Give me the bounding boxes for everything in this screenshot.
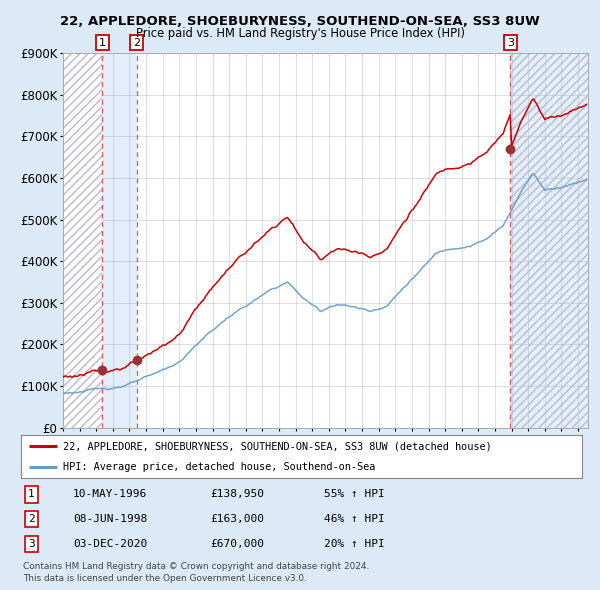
Text: This data is licensed under the Open Government Licence v3.0.: This data is licensed under the Open Gov… xyxy=(23,574,307,583)
Text: 55% ↑ HPI: 55% ↑ HPI xyxy=(324,490,385,499)
Bar xyxy=(510,53,588,428)
Text: 20% ↑ HPI: 20% ↑ HPI xyxy=(324,539,385,549)
Text: Price paid vs. HM Land Registry's House Price Index (HPI): Price paid vs. HM Land Registry's House … xyxy=(136,27,464,40)
Text: 03-DEC-2020: 03-DEC-2020 xyxy=(73,539,148,549)
Text: 3: 3 xyxy=(28,539,35,549)
Text: 2: 2 xyxy=(28,514,35,524)
Text: 1: 1 xyxy=(28,490,35,499)
Bar xyxy=(103,53,137,428)
Text: £138,950: £138,950 xyxy=(210,490,264,499)
Bar xyxy=(137,53,510,428)
Text: 08-JUN-1998: 08-JUN-1998 xyxy=(73,514,148,524)
Text: HPI: Average price, detached house, Southend-on-Sea: HPI: Average price, detached house, Sout… xyxy=(63,462,376,472)
Text: 1: 1 xyxy=(99,38,106,48)
Bar xyxy=(63,53,103,428)
Text: 2: 2 xyxy=(133,38,140,48)
Text: Contains HM Land Registry data © Crown copyright and database right 2024.: Contains HM Land Registry data © Crown c… xyxy=(23,562,369,571)
Text: 22, APPLEDORE, SHOEBURYNESS, SOUTHEND-ON-SEA, SS3 8UW (detached house): 22, APPLEDORE, SHOEBURYNESS, SOUTHEND-ON… xyxy=(63,441,492,451)
Text: 22, APPLEDORE, SHOEBURYNESS, SOUTHEND-ON-SEA, SS3 8UW: 22, APPLEDORE, SHOEBURYNESS, SOUTHEND-ON… xyxy=(60,15,540,28)
Text: 46% ↑ HPI: 46% ↑ HPI xyxy=(324,514,385,524)
Text: 3: 3 xyxy=(507,38,514,48)
Bar xyxy=(510,53,588,428)
Text: 10-MAY-1996: 10-MAY-1996 xyxy=(73,490,148,499)
Text: £163,000: £163,000 xyxy=(210,514,264,524)
Text: £670,000: £670,000 xyxy=(210,539,264,549)
Bar xyxy=(63,53,103,428)
